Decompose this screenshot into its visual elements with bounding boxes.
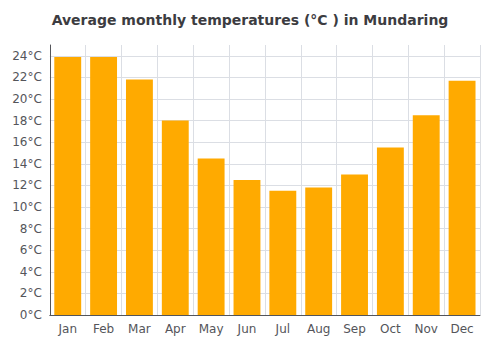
svg-text:Apr: Apr	[165, 322, 186, 336]
svg-text:Feb: Feb	[93, 322, 114, 336]
svg-text:24°C: 24°C	[12, 49, 42, 63]
svg-text:14°C: 14°C	[12, 157, 42, 171]
svg-text:Oct: Oct	[380, 322, 401, 336]
svg-text:Aug: Aug	[307, 322, 330, 336]
svg-text:2°C: 2°C	[20, 286, 42, 300]
svg-text:Nov: Nov	[415, 322, 438, 336]
svg-text:22°C: 22°C	[12, 70, 42, 84]
svg-text:6°C: 6°C	[20, 243, 42, 257]
svg-text:0°C: 0°C	[20, 308, 42, 322]
svg-text:10°C: 10°C	[12, 200, 42, 214]
svg-text:Sep: Sep	[343, 322, 366, 336]
svg-text:Jul: Jul	[275, 322, 290, 336]
svg-text:18°C: 18°C	[12, 114, 42, 128]
svg-text:16°C: 16°C	[12, 135, 42, 149]
svg-text:4°C: 4°C	[20, 265, 42, 279]
svg-text:8°C: 8°C	[20, 222, 42, 236]
svg-text:Mar: Mar	[128, 322, 151, 336]
svg-text:Average monthly temperatures (: Average monthly temperatures (°C ) in Mu…	[52, 12, 449, 28]
svg-text:20°C: 20°C	[12, 92, 42, 106]
svg-text:May: May	[199, 322, 224, 336]
svg-text:12°C: 12°C	[12, 178, 42, 192]
svg-text:Jan: Jan	[57, 322, 77, 336]
svg-text:Jun: Jun	[237, 322, 257, 336]
svg-text:Dec: Dec	[450, 322, 473, 336]
